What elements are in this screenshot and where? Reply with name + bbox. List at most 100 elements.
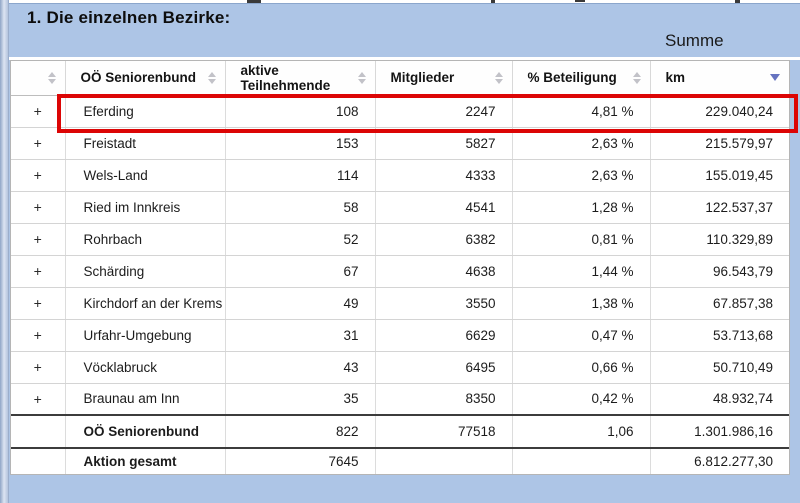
beteiligung-cell: 2,63 % — [512, 159, 651, 192]
sort-icon[interactable] — [632, 71, 641, 84]
summary-label-cell: OÖ Seniorenbund — [65, 414, 226, 449]
beteiligung-cell: 0,42 % — [512, 383, 651, 416]
column-header-expand[interactable] — [11, 61, 66, 96]
aktive-cell: 108 — [225, 95, 376, 128]
sliver-artifact — [575, 0, 585, 2]
bezirk-cell: Braunau am Inn — [65, 383, 226, 416]
table-row: + Rohrbach 52 6382 0,81 % 110.329,89 — [11, 223, 789, 256]
aktive-cell: 52 — [225, 223, 376, 256]
km-cell: 6.812.277,30 — [650, 447, 789, 474]
mitglieder-cell: 6629 — [375, 319, 513, 352]
mitglieder-cell: 3550 — [375, 287, 513, 320]
page-title: 1. Die einzelnen Bezirke: — [27, 8, 231, 27]
column-header-mitglieder[interactable]: Mitglieder — [375, 61, 513, 96]
mitglieder-cell: 6382 — [375, 223, 513, 256]
expand-button[interactable]: + — [11, 351, 66, 384]
beteiligung-cell: 1,38 % — [512, 287, 651, 320]
summary-row: OÖ Seniorenbund 822 77518 1,06 1.301.986,16 — [11, 414, 789, 449]
mitglieder-cell: 6495 — [375, 351, 513, 384]
column-label: Mitglieder — [390, 70, 455, 86]
mitglieder-cell — [375, 447, 513, 474]
expand-button[interactable]: + — [11, 383, 66, 416]
aktive-cell: 7645 — [225, 447, 376, 474]
bezirk-cell: Eferding — [65, 95, 226, 128]
sliver-artifact — [247, 0, 261, 3]
expand-button[interactable]: + — [11, 287, 66, 320]
bezirk-cell: Vöcklabruck — [65, 351, 226, 384]
mitglieder-cell: 2247 — [375, 95, 513, 128]
bezirk-cell: Schärding — [65, 255, 226, 288]
aktive-cell: 58 — [225, 191, 376, 224]
expand-button[interactable]: + — [11, 223, 66, 256]
bezirk-cell: Wels-Land — [65, 159, 226, 192]
aktive-cell: 67 — [225, 255, 376, 288]
table-row: + Braunau am Inn 35 8350 0,42 % 48.932,74 — [11, 383, 789, 416]
aktive-cell: 153 — [225, 127, 376, 160]
km-cell: 215.579,97 — [650, 127, 789, 160]
aktive-cell: 43 — [225, 351, 376, 384]
column-header-beteiligung[interactable]: % Beteiligung — [512, 61, 651, 96]
beteiligung-cell: 1,44 % — [512, 255, 651, 288]
sort-icon[interactable] — [494, 71, 503, 84]
km-cell: 1.301.986,16 — [650, 414, 789, 449]
expand-button[interactable]: + — [11, 319, 66, 352]
beteiligung-cell: 0,47 % — [512, 319, 651, 352]
expand-button[interactable]: + — [11, 127, 66, 160]
table-row: + Eferding 108 2247 4,81 % 229.040,24 — [11, 95, 789, 128]
beteiligung-cell: 0,66 % — [512, 351, 651, 384]
aktive-cell: 35 — [225, 383, 376, 416]
sliver-artifact — [491, 0, 495, 3]
mitglieder-cell: 8350 — [375, 383, 513, 416]
summary-label-cell: Aktion gesamt — [65, 447, 226, 474]
summary-row: Aktion gesamt 7645 6.812.277,30 — [11, 447, 789, 474]
table-row: + Kirchdorf an der Krems 49 3550 1,38 % 67.85… — [11, 287, 789, 320]
table-row: + Wels-Land 114 4333 2,63 % 155.019,45 — [11, 159, 789, 192]
aktive-cell: 31 — [225, 319, 376, 352]
expand-button[interactable]: + — [11, 255, 66, 288]
column-header-aktive[interactable]: aktive Teilnehmende — [225, 61, 376, 96]
mitglieder-cell: 4333 — [375, 159, 513, 192]
bezirk-cell: Rohrbach — [65, 223, 226, 256]
table-row: + Urfahr-Umgebung 31 6629 0,47 % 53.713,68 — [11, 319, 789, 352]
km-cell: 48.932,74 — [650, 383, 789, 416]
column-label: OÖ Seniorenbund — [80, 70, 197, 86]
table-row: + Vöcklabruck 43 6495 0,66 % 50.710,49 — [11, 351, 789, 384]
data-table: OÖ Seniorenbund aktive Teilnehmende Mitg… — [11, 61, 789, 474]
column-header-bezirk[interactable]: OÖ Seniorenbund — [65, 61, 226, 96]
beteiligung-cell: 1,28 % — [512, 191, 651, 224]
bezirk-cell: Freistadt — [65, 127, 226, 160]
beteiligung-cell: 2,63 % — [512, 127, 651, 160]
districts-table: OÖ Seniorenbund aktive Teilnehmende Mitg… — [10, 60, 798, 475]
km-cell: 122.537,37 — [650, 191, 789, 224]
column-header-km[interactable]: km — [650, 61, 789, 96]
table-body: + Eferding 108 2247 4,81 % 229.040,24 + Freista… — [11, 95, 789, 474]
sort-desc-icon[interactable] — [770, 74, 780, 82]
mitglieder-cell: 4541 — [375, 191, 513, 224]
table-row: + Freistadt 153 5827 2,63 % 215.579,97 — [11, 127, 789, 160]
cropped-content-sliver — [9, 0, 800, 4]
column-label: aktive Teilnehmende — [240, 62, 331, 93]
header-banner: 1. Die einzelnen Bezirke: Summe — [9, 5, 800, 57]
km-cell: 110.329,89 — [650, 223, 789, 256]
km-cell: 96.543,79 — [650, 255, 789, 288]
bezirk-cell: Kirchdorf an der Krems — [65, 287, 226, 320]
banner-table-gap — [9, 57, 800, 60]
table-row: + Schärding 67 4638 1,44 % 96.543,79 — [11, 255, 789, 288]
aktive-cell: 822 — [225, 414, 376, 449]
table-header-row: OÖ Seniorenbund aktive Teilnehmende Mitg… — [11, 61, 789, 96]
bezirk-cell: Ried im Innkreis — [65, 191, 226, 224]
column-label: % Beteiligung — [527, 70, 617, 86]
sort-icon[interactable] — [207, 71, 216, 84]
expand-placeholder — [11, 447, 66, 474]
sort-icon[interactable] — [357, 71, 366, 84]
expand-button[interactable]: + — [11, 159, 66, 192]
aktive-cell: 49 — [225, 287, 376, 320]
mitglieder-cell: 5827 — [375, 127, 513, 160]
beteiligung-cell: 0,81 % — [512, 223, 651, 256]
beteiligung-cell — [512, 447, 651, 474]
sort-icon[interactable] — [47, 71, 56, 84]
column-label: km — [665, 70, 686, 86]
mitglieder-cell: 77518 — [375, 414, 513, 449]
expand-button[interactable]: + — [11, 191, 66, 224]
expand-button[interactable]: + — [11, 95, 66, 128]
